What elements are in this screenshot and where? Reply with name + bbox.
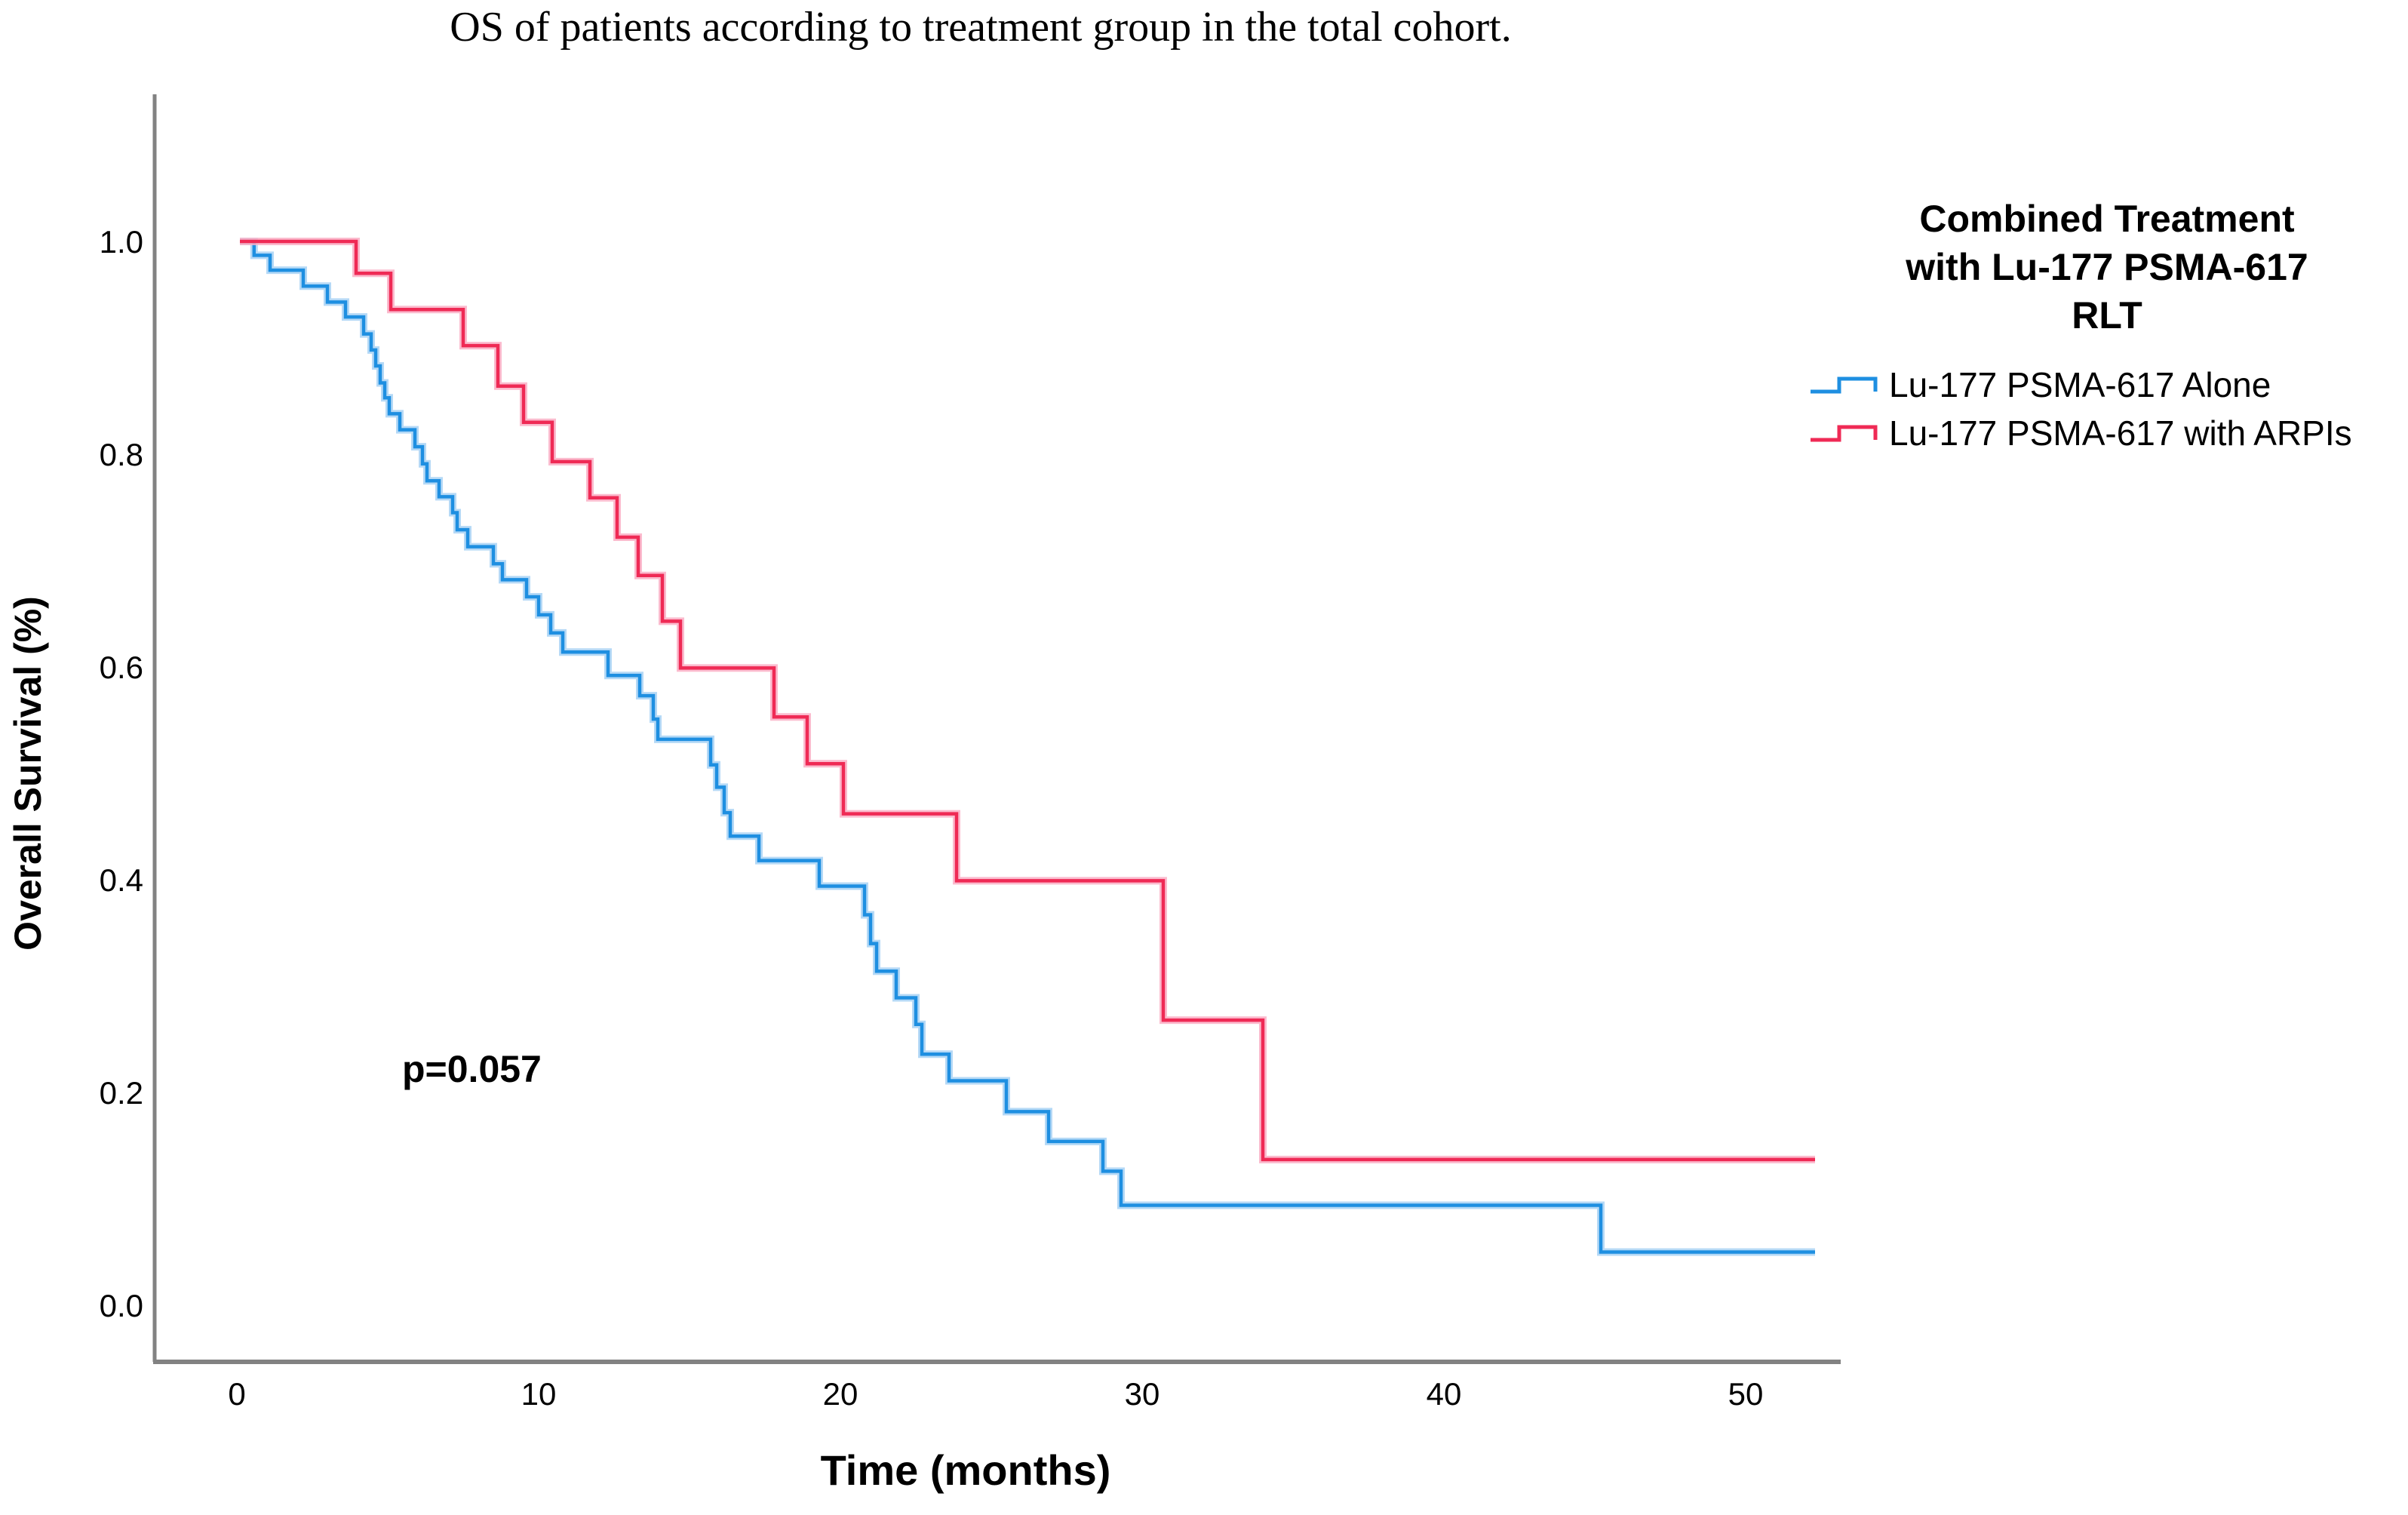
x-tick-label: 10 xyxy=(521,1376,557,1412)
y-tick-label: 0.0 xyxy=(100,1288,143,1323)
y-tick-label: 0.4 xyxy=(100,862,143,898)
y-tick-label: 0.6 xyxy=(100,650,143,685)
x-tick-label: 0 xyxy=(228,1376,245,1412)
step-line-red-icon xyxy=(1811,425,1878,442)
legend-label-arpis: Lu-177 PSMA-617 with ARPIs xyxy=(1889,413,2352,453)
legend: Combined Treatment with Lu-177 PSMA-617 … xyxy=(1809,195,2405,457)
y-tick-label: 1.0 xyxy=(100,224,143,260)
km-curve-halo-0 xyxy=(240,238,1815,1256)
km-curve-1 xyxy=(240,239,1815,1162)
y-tick-label: 0.8 xyxy=(100,437,143,472)
x-tick-label: 50 xyxy=(1728,1376,1764,1412)
step-line-blue-icon xyxy=(1811,376,1878,394)
km-curve-0 xyxy=(240,239,1815,1254)
p-value-annotation: p=0.057 xyxy=(402,1048,542,1090)
legend-entry-arpis: Lu-177 PSMA-617 with ARPIs xyxy=(1809,409,2405,457)
legend-rows: Lu-177 PSMA-617 Alone Lu-177 PSMA-617 wi… xyxy=(1809,361,2405,457)
y-tick-label: 0.2 xyxy=(100,1075,143,1111)
y-axis-label: Overall Survival (%) xyxy=(7,596,49,951)
x-tick-label: 30 xyxy=(1125,1376,1160,1412)
figure-title: OS of patients according to treatment gr… xyxy=(450,4,1512,51)
x-tick-label: 20 xyxy=(823,1376,858,1412)
legend-label-alone: Lu-177 PSMA-617 Alone xyxy=(1889,365,2271,404)
km-curve-halo-1 xyxy=(240,238,1815,1163)
x-axis-label: Time (months) xyxy=(820,1446,1111,1494)
legend-title: Combined Treatment with Lu-177 PSMA-617 … xyxy=(1906,198,2308,336)
legend-entry-alone: Lu-177 PSMA-617 Alone xyxy=(1809,361,2405,409)
x-tick-label: 40 xyxy=(1427,1376,1462,1412)
